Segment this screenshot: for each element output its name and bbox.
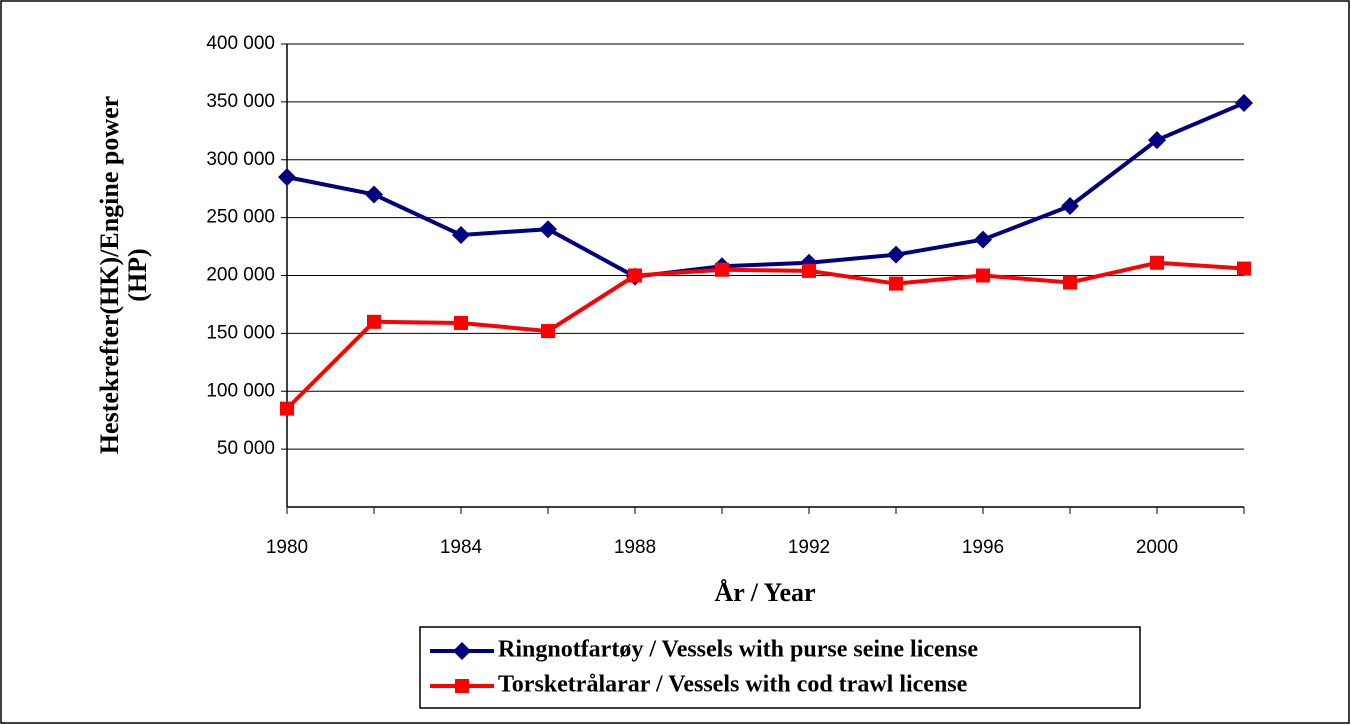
point [1235, 94, 1253, 113]
y-axis-title: (HP) [123, 248, 152, 301]
point [1061, 197, 1079, 216]
y-tick-label: 50 000 [217, 438, 275, 459]
point [278, 168, 296, 187]
point [1237, 261, 1251, 276]
y-tick-label: 300 000 [206, 149, 275, 170]
x-tick-label: 1988 [614, 537, 656, 558]
point [280, 401, 294, 416]
series-line [286, 101, 1245, 279]
point [802, 263, 816, 278]
point [539, 220, 557, 239]
point [365, 185, 383, 204]
y-tick-label: 150 000 [206, 322, 275, 343]
y-tick-label: 400 000 [206, 33, 275, 54]
series-line [285, 260, 1245, 411]
legend-swatch [455, 679, 469, 693]
point [454, 315, 468, 330]
point [1148, 131, 1166, 150]
legend-swatch [453, 642, 471, 660]
x-tick-label: 1992 [788, 537, 830, 558]
point [976, 268, 990, 283]
point [887, 245, 905, 264]
x-tick-label: 1996 [962, 537, 1004, 558]
y-tick-label: 350 000 [206, 91, 275, 112]
point [1150, 255, 1164, 270]
legend-label: Torsketrålarar / Vessels with cod trawl … [498, 672, 968, 698]
point [628, 268, 642, 283]
x-tick-label: 1980 [266, 537, 308, 558]
x-tick-label: 1984 [440, 537, 483, 558]
y-axis-title: Hestekrefter(HK)/Engine power [95, 96, 124, 454]
y-tick-label: 250 000 [206, 207, 275, 228]
legend [419, 626, 1141, 709]
point [889, 276, 903, 291]
y-tick-label: 100 000 [206, 380, 275, 401]
point [541, 324, 555, 339]
point [974, 230, 992, 249]
y-tick-label: 200 000 [206, 265, 275, 286]
point [715, 262, 729, 277]
point [1063, 275, 1077, 290]
x-tick-label: 2000 [1136, 537, 1178, 558]
legend-label: Ringnotfartøy / Vessels with purse seine… [498, 637, 978, 663]
point [367, 314, 381, 329]
x-axis-title: År / Year [714, 578, 815, 607]
point [452, 225, 470, 244]
